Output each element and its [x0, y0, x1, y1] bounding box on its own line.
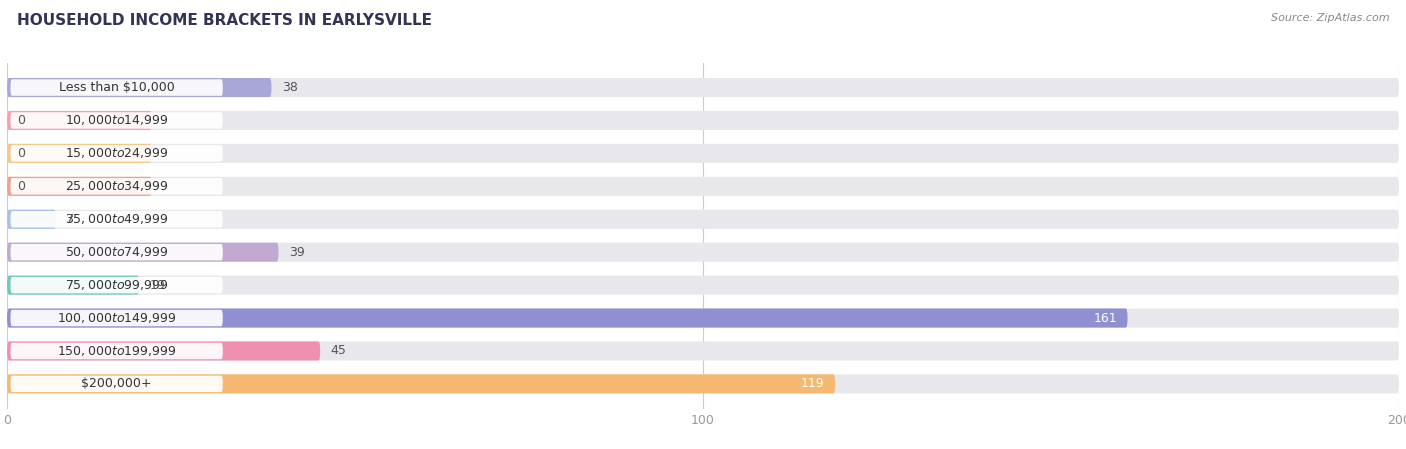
Text: 7: 7	[66, 213, 75, 226]
FancyBboxPatch shape	[7, 242, 278, 262]
FancyBboxPatch shape	[7, 308, 1128, 328]
Text: 119: 119	[801, 378, 825, 390]
FancyBboxPatch shape	[10, 79, 222, 96]
FancyBboxPatch shape	[10, 178, 222, 194]
FancyBboxPatch shape	[10, 112, 222, 129]
Text: $25,000 to $34,999: $25,000 to $34,999	[65, 179, 169, 194]
FancyBboxPatch shape	[7, 210, 56, 229]
FancyBboxPatch shape	[7, 210, 1399, 229]
FancyBboxPatch shape	[7, 374, 835, 393]
Text: $100,000 to $149,999: $100,000 to $149,999	[56, 311, 176, 325]
FancyBboxPatch shape	[7, 111, 1399, 130]
Text: Source: ZipAtlas.com: Source: ZipAtlas.com	[1271, 13, 1389, 23]
Text: $150,000 to $199,999: $150,000 to $199,999	[56, 344, 176, 358]
FancyBboxPatch shape	[7, 242, 1399, 262]
Text: 0: 0	[17, 180, 25, 193]
FancyBboxPatch shape	[7, 276, 139, 295]
FancyBboxPatch shape	[7, 144, 152, 163]
FancyBboxPatch shape	[7, 308, 1399, 328]
Text: Less than $10,000: Less than $10,000	[59, 81, 174, 94]
Text: $75,000 to $99,999: $75,000 to $99,999	[65, 278, 169, 292]
FancyBboxPatch shape	[10, 145, 222, 162]
Text: $50,000 to $74,999: $50,000 to $74,999	[65, 245, 169, 259]
FancyBboxPatch shape	[10, 277, 222, 293]
FancyBboxPatch shape	[10, 244, 222, 260]
FancyBboxPatch shape	[7, 341, 321, 361]
FancyBboxPatch shape	[10, 310, 222, 326]
Text: 45: 45	[330, 344, 346, 357]
FancyBboxPatch shape	[10, 376, 222, 392]
FancyBboxPatch shape	[7, 177, 152, 196]
FancyBboxPatch shape	[7, 341, 1399, 361]
Text: $35,000 to $49,999: $35,000 to $49,999	[65, 212, 169, 226]
Text: $200,000+: $200,000+	[82, 378, 152, 390]
FancyBboxPatch shape	[10, 343, 222, 359]
FancyBboxPatch shape	[7, 78, 271, 97]
FancyBboxPatch shape	[7, 111, 152, 130]
Text: HOUSEHOLD INCOME BRACKETS IN EARLYSVILLE: HOUSEHOLD INCOME BRACKETS IN EARLYSVILLE	[17, 13, 432, 28]
Text: $10,000 to $14,999: $10,000 to $14,999	[65, 114, 169, 128]
FancyBboxPatch shape	[10, 211, 222, 228]
Text: 161: 161	[1094, 312, 1118, 325]
FancyBboxPatch shape	[7, 374, 1399, 393]
FancyBboxPatch shape	[7, 78, 1399, 97]
Text: 0: 0	[17, 147, 25, 160]
FancyBboxPatch shape	[7, 177, 1399, 196]
Text: 38: 38	[283, 81, 298, 94]
FancyBboxPatch shape	[7, 276, 1399, 295]
Text: 39: 39	[288, 246, 305, 259]
Text: 19: 19	[149, 279, 166, 291]
Text: 0: 0	[17, 114, 25, 127]
Text: $15,000 to $24,999: $15,000 to $24,999	[65, 146, 169, 160]
FancyBboxPatch shape	[7, 144, 1399, 163]
